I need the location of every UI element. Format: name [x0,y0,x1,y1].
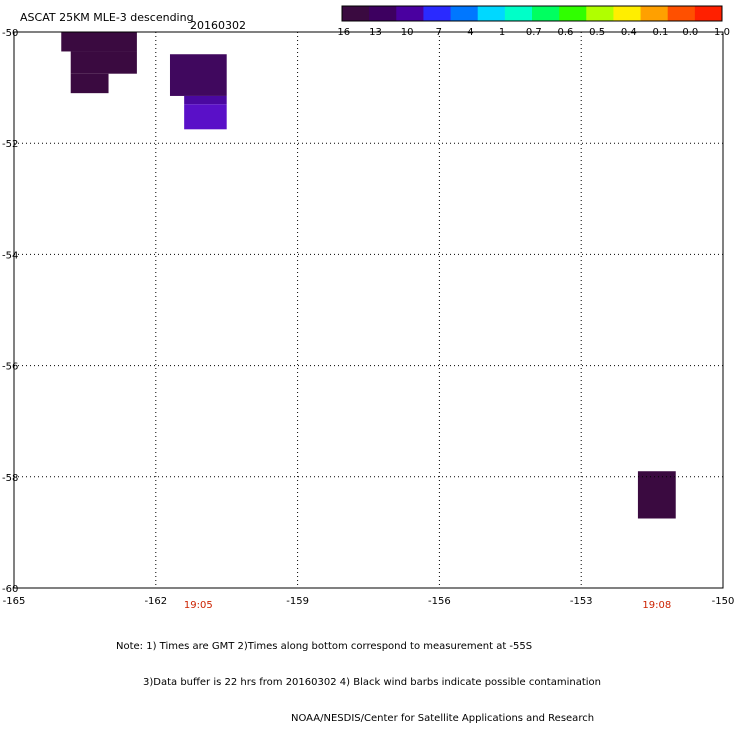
wind-cell [70,73,109,94]
time-label: 19:05 [184,600,213,611]
colorbar-swatch [640,6,669,21]
y-tick-label: -58 [2,473,18,484]
wind-cell [184,104,227,130]
colorbar [341,5,723,22]
y-tick-label: -54 [2,250,18,261]
notes-block: Note: 1) Times are GMT 2)Times along bot… [0,617,740,737]
wind-cell [61,32,137,52]
plot-frame [13,31,724,589]
x-tick-label: -162 [144,596,167,607]
data-cells [61,32,676,519]
colorbar-swatch [613,6,642,21]
colorbar-swatch [532,6,560,21]
note-line-1: Note: 1) Times are GMT 2)Times along bot… [116,641,533,652]
x-tick-label: -153 [570,596,593,607]
x-axis-labels: -165 -162 -159 -156 -153 -150 [3,596,735,607]
colorbar-swatch [477,6,506,21]
x-tick-label: -150 [712,596,735,607]
date-label: 20160302 [190,19,246,32]
x-tick-label: -159 [286,596,309,607]
note-line-2: 3)Data buffer is 22 hrs from 20160302 4)… [143,677,601,688]
colorbar-swatch [450,6,479,21]
colorbar-swatch [342,6,370,21]
y-tick-label: -50 [2,28,18,39]
x-tick-label: -156 [428,596,451,607]
y-tick-label: -56 [2,362,18,373]
colorbar-swatch [504,6,533,21]
colorbar-swatch [423,6,452,21]
wind-cell [637,471,676,519]
map-grid [14,32,723,588]
x-tick-label: -165 [3,596,26,607]
time-label: 19:08 [642,600,671,611]
y-axis-labels: -50 -52 -54 -56 -58 -60 [2,28,18,595]
wind-cell [184,95,227,105]
y-tick-label: -52 [2,139,18,150]
colorbar-swatch [369,6,397,21]
time-labels: 19:05 19:08 [184,600,671,611]
product-title: ASCAT 25KM MLE-3 descending [20,11,194,24]
colorbar-swatch [667,6,696,21]
wind-cell [70,51,137,74]
colorbar-swatch [396,6,424,21]
colorbar-swatch [559,6,587,21]
note-line-3: NOAA/NESDIS/Center for Satellite Applica… [291,713,595,724]
wind-map-figure: ASCAT 25KM MLE-3 descending 20160302 -16… [2,5,735,611]
y-tick-label: -60 [2,584,18,595]
wind-cell [169,54,227,96]
colorbar-swatch [694,6,723,21]
colorbar-swatch [586,6,614,21]
